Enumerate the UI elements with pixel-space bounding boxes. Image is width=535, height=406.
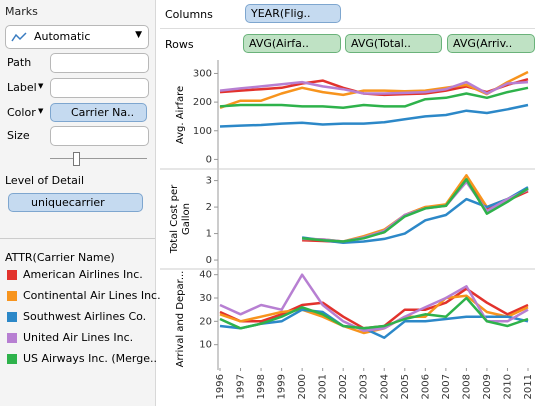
y-tick-label: 1 xyxy=(206,229,212,240)
legend-swatch xyxy=(7,333,17,343)
x-tick-label: 2005 xyxy=(400,374,411,399)
x-tick-label: 2004 xyxy=(379,374,390,399)
legend-item: United Air Lines Inc. xyxy=(5,331,155,347)
y-tick-label: 0 xyxy=(206,154,212,165)
x-tick-label: 2007 xyxy=(441,374,452,399)
row-pill-text: AVG(Arriv.. xyxy=(453,37,513,50)
label-shelf[interactable] xyxy=(50,78,149,98)
legend-item: American Airlines Inc. xyxy=(5,268,155,284)
series-line xyxy=(219,103,529,128)
row-pill[interactable]: AVG(Airfa.. xyxy=(243,34,341,53)
color-label[interactable]: Color xyxy=(7,106,36,119)
series-line xyxy=(301,178,529,243)
x-tick-label: 2006 xyxy=(420,374,431,399)
x-tick-label: 1999 xyxy=(277,374,288,399)
chart-area: 0 100 200 300 0 1 2 3 10 20 30 40 1996 1997 1998 1999 20… xyxy=(160,60,535,399)
size-slider-thumb[interactable] xyxy=(73,152,80,166)
detail-pill[interactable]: uniquecarrier xyxy=(8,193,143,212)
legend-label: Southwest Airlines Co. xyxy=(23,310,147,323)
row-pill[interactable]: AVG(Arriv.. xyxy=(447,34,535,53)
columns-label: Columns xyxy=(165,8,213,21)
series-line xyxy=(219,80,529,95)
size-slider-track xyxy=(50,158,147,159)
legend-label: US Airways Inc. (Merge.. xyxy=(23,352,157,365)
size-label: Size xyxy=(7,129,30,142)
y-axis-title: Total Cost per Gallon xyxy=(169,184,192,254)
y-tick-label: 10 xyxy=(199,340,212,351)
shelf-divider xyxy=(160,28,535,29)
marks-title: Marks xyxy=(5,5,38,18)
y-tick-label: 0 xyxy=(206,255,212,266)
series-line xyxy=(219,70,529,109)
rows-label: Rows xyxy=(165,38,194,51)
series-line xyxy=(219,273,529,332)
legend-label: United Air Lines Inc. xyxy=(23,331,134,344)
series-line xyxy=(219,308,529,339)
label-label[interactable]: Label xyxy=(7,81,37,94)
y-axis-title: Arrival and Depar... xyxy=(175,270,186,368)
mark-type: Automatic xyxy=(34,30,91,43)
x-tick-label: 2011 xyxy=(523,374,534,399)
x-tick-label: 2000 xyxy=(297,374,308,399)
y-tick-label: 30 xyxy=(199,293,212,304)
color-field: Carrier Na.. xyxy=(71,106,135,119)
x-tick-label: 2009 xyxy=(482,374,493,399)
legend-label: American Airlines Inc. xyxy=(23,268,143,281)
divider xyxy=(0,238,155,239)
legend-item: US Airways Inc. (Merge.. xyxy=(5,352,157,368)
mark-type-dropdown[interactable]: Automatic ▼ xyxy=(5,25,149,49)
x-tick-label: 2001 xyxy=(318,374,329,399)
color-pill[interactable]: Carrier Na.. xyxy=(50,103,147,122)
y-tick-label: 100 xyxy=(193,126,212,137)
color-arrow: ▼ xyxy=(38,107,44,115)
path-label: Path xyxy=(7,56,32,69)
legend-item: Southwest Airlines Co. xyxy=(5,310,155,326)
x-tick-label: 2008 xyxy=(461,374,472,399)
size-shelf[interactable] xyxy=(50,126,149,146)
x-tick-label: 2010 xyxy=(502,374,513,399)
path-shelf[interactable] xyxy=(50,53,149,73)
y-tick-label: 2 xyxy=(206,202,212,213)
legend-item: Continental Air Lines Inc. xyxy=(5,289,161,305)
y-tick-label: 20 xyxy=(199,316,212,327)
row-pill-text: AVG(Airfa.. xyxy=(249,37,309,50)
column-pill[interactable]: YEAR(Flig.. xyxy=(245,4,341,23)
left-panel: Marks Automatic ▼ Path Label ▼ Color ▼ C… xyxy=(0,0,161,406)
legend-title: ATTR(Carrier Name) xyxy=(5,251,115,264)
row-pill[interactable]: AVG(Total.. xyxy=(345,34,442,53)
legend-label: Continental Air Lines Inc. xyxy=(23,289,161,302)
label-arrow: ▼ xyxy=(38,82,44,90)
line-icon xyxy=(11,32,27,42)
x-tick-label: 1998 xyxy=(256,374,267,399)
y-tick-label: 200 xyxy=(193,97,212,108)
detail-field: uniquecarrier xyxy=(31,196,105,209)
y-axis-title: Avg. Airfare xyxy=(175,85,186,145)
dropdown-arrow: ▼ xyxy=(135,30,142,40)
row-pill-text: AVG(Total.. xyxy=(351,37,411,50)
x-tick-label: 2003 xyxy=(359,374,370,399)
detail-title: Level of Detail xyxy=(5,174,85,187)
x-tick-label: 1996 xyxy=(215,374,226,399)
y-tick-label: 300 xyxy=(193,68,212,79)
series-line xyxy=(301,186,529,245)
column-pill-text: YEAR(Flig.. xyxy=(251,7,311,20)
y-tick-label: 40 xyxy=(199,270,212,281)
y-tick-label: 3 xyxy=(206,176,212,187)
legend-swatch xyxy=(7,354,17,364)
legend-swatch xyxy=(7,270,17,280)
legend-swatch xyxy=(7,312,17,322)
legend-swatch xyxy=(7,291,17,301)
x-tick-label: 1997 xyxy=(236,374,247,399)
x-tick-label: 2002 xyxy=(338,374,349,399)
series-line xyxy=(219,296,529,330)
series-line xyxy=(219,86,529,110)
